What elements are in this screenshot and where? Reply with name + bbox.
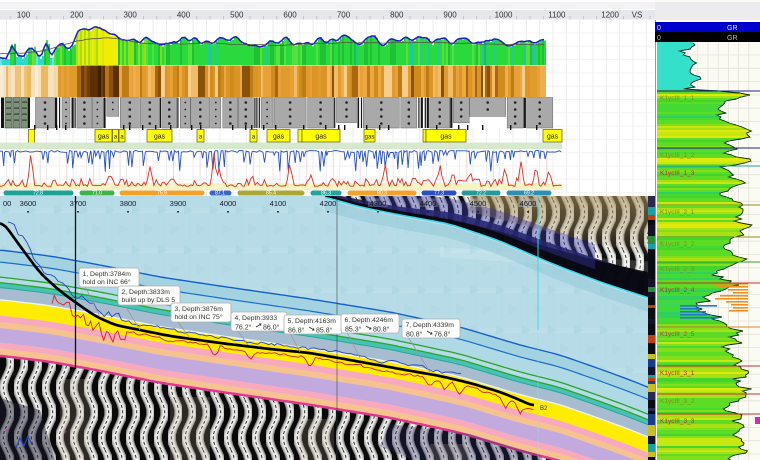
svg-text:69.2: 69.2 [524,191,534,197]
svg-text:85.3°: 85.3° [345,326,362,334]
svg-text:gas: gas [315,134,327,141]
svg-text:4400: 4400 [420,199,437,208]
svg-text:build up by DLS 5: build up by DLS 5 [122,297,176,304]
svg-text:a: a [120,135,124,141]
svg-text:00: 00 [3,199,11,208]
svg-text:3800: 3800 [120,199,137,208]
svg-text:80.8°: 80.8° [373,326,390,334]
svg-text:K1ycIII_2_4: K1ycIII_2_4 [660,287,695,294]
svg-text:75.9: 75.9 [157,191,167,197]
svg-text:85.8°: 85.8° [316,327,333,335]
svg-text:VS: VS [632,11,643,20]
svg-text:K1ycIII_1_2: K1ycIII_1_2 [660,152,695,159]
svg-text:600: 600 [283,11,297,20]
svg-text:3600: 3600 [20,199,37,208]
svg-text:a: a [199,135,203,141]
svg-text:300: 300 [124,11,138,20]
svg-text:5, Depth:4163m: 5, Depth:4163m [288,318,337,325]
svg-text:4100: 4100 [270,199,287,208]
svg-text:a: a [114,135,118,141]
svg-text:K1ycIII_1_1: K1ycIII_1_1 [660,95,695,102]
svg-text:3900: 3900 [170,199,187,208]
svg-text:87.1: 87.1 [215,191,225,197]
svg-text:86.3: 86.3 [321,191,331,197]
svg-text:4, Depth:3933: 4, Depth:3933 [235,315,278,322]
svg-text:3700: 3700 [70,199,87,208]
svg-text:K1ycIII_3_1: K1ycIII_3_1 [660,370,695,377]
svg-text:0: 0 [657,35,661,42]
svg-text:71.0: 71.0 [92,191,102,197]
svg-text:4600: 4600 [520,199,537,208]
svg-text:4000: 4000 [220,199,237,208]
svg-text:a: a [252,135,256,141]
svg-text:hold on INC 75°: hold on INC 75° [175,313,223,321]
svg-text:gas: gas [273,134,285,141]
svg-text:700: 700 [337,11,351,20]
svg-text:gas: gas [365,135,375,141]
svg-text:1100: 1100 [548,11,566,20]
svg-text:72.8: 72.8 [33,191,43,197]
svg-text:gas: gas [98,134,110,141]
svg-text:gas: gas [154,134,166,141]
svg-text:1, Depth:3784m: 1, Depth:3784m [83,271,132,278]
svg-text:500: 500 [230,11,244,20]
svg-text:7, Depth:4339m: 7, Depth:4339m [406,322,455,329]
svg-text:200: 200 [70,11,84,20]
svg-text:gas: gas [440,134,452,141]
svg-text:86.0°: 86.0° [263,324,280,332]
svg-text:400: 400 [177,11,191,20]
svg-text:K1ycIII_1_3: K1ycIII_1_3 [660,170,695,177]
svg-text:76.8°: 76.8° [434,331,451,339]
svg-text:3, Depth:3876m: 3, Depth:3876m [175,306,224,313]
svg-text:*: * [5,429,8,436]
svg-text:GR: GR [727,35,738,42]
svg-text:+: + [63,429,67,436]
svg-text:4300: 4300 [370,199,387,208]
svg-text:2, Depth:3833m: 2, Depth:3833m [122,289,171,296]
svg-text:4500: 4500 [470,199,487,208]
svg-text:6, Depth:4246m: 6, Depth:4246m [345,317,394,324]
svg-text:80.8°: 80.8° [406,331,423,339]
svg-text:85.4: 85.4 [266,191,276,197]
svg-text:K1ycIII_2_1: K1ycIII_2_1 [660,209,695,216]
svg-text:B2: B2 [540,406,548,412]
svg-text:K1ycIII_2_5: K1ycIII_2_5 [660,331,695,338]
svg-text:86.8°: 86.8° [288,327,305,335]
svg-text:100: 100 [17,11,31,20]
svg-text:80.3: 80.3 [377,191,387,197]
svg-text:K1ycIII_3_2: K1ycIII_3_2 [660,398,695,405]
svg-text:K1ycIII_2_3: K1ycIII_2_3 [660,266,695,273]
svg-text:76.2°: 76.2° [235,324,252,332]
svg-text:900: 900 [443,11,457,20]
svg-text:0: 0 [657,25,661,32]
svg-text:4200: 4200 [320,199,337,208]
svg-text:1200: 1200 [601,11,619,20]
svg-text:hold on INC 66°: hold on INC 66° [83,278,131,286]
svg-text:800: 800 [390,11,404,20]
svg-text:gas: gas [547,134,559,141]
svg-text:77.3: 77.3 [434,191,444,197]
svg-text:K1ycIII_3_3: K1ycIII_3_3 [660,418,695,425]
svg-text:GR: GR [727,25,738,32]
svg-text:1000: 1000 [495,11,513,20]
svg-text:72.2: 72.2 [476,191,486,197]
svg-text:K1ycIII_2_2: K1ycIII_2_2 [660,241,695,248]
